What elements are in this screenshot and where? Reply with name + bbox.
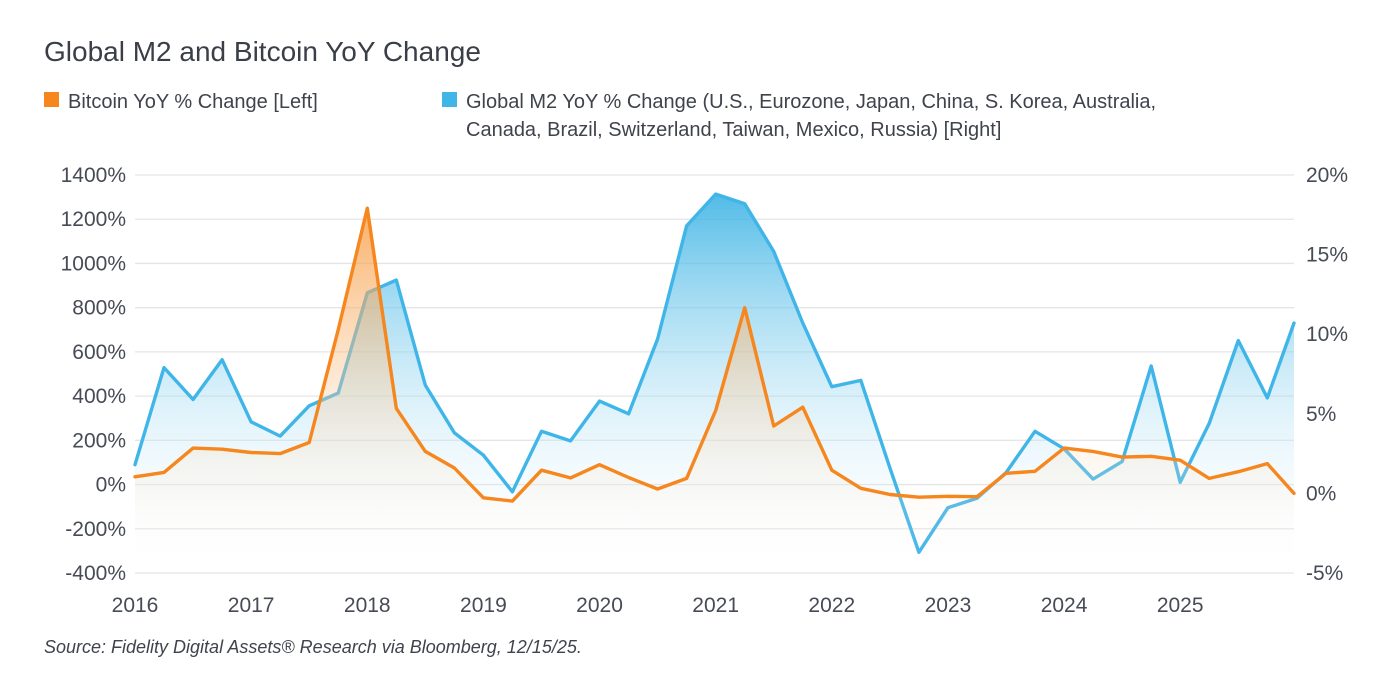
svg-text:1200%: 1200% <box>61 208 126 231</box>
svg-text:1000%: 1000% <box>61 252 126 275</box>
svg-text:20%: 20% <box>1306 164 1348 187</box>
svg-text:2023: 2023 <box>925 594 972 617</box>
svg-text:400%: 400% <box>72 385 126 408</box>
svg-text:15%: 15% <box>1306 244 1348 267</box>
bitcoin-series <box>133 206 1296 573</box>
svg-text:-200%: -200% <box>65 518 126 541</box>
svg-text:0%: 0% <box>96 474 126 497</box>
svg-text:2019: 2019 <box>460 594 507 617</box>
svg-text:600%: 600% <box>72 341 126 364</box>
svg-text:1400%: 1400% <box>61 164 126 187</box>
bitcoin-area <box>135 208 1294 573</box>
bitcoin-line <box>133 206 1296 503</box>
svg-text:2024: 2024 <box>1041 594 1088 617</box>
svg-text:5%: 5% <box>1306 403 1336 426</box>
m2-series-swatch-icon <box>442 92 457 107</box>
bitcoin-series-swatch-icon <box>44 92 59 107</box>
svg-text:2017: 2017 <box>228 594 275 617</box>
svg-text:2016: 2016 <box>112 594 159 617</box>
svg-text:800%: 800% <box>72 297 126 320</box>
legend-label-bitcoin: Bitcoin YoY % Change [Left] <box>68 91 318 113</box>
svg-text:2022: 2022 <box>808 594 855 617</box>
x-axis-labels: 2016 2017 2018 2019 2020 2021 2022 2023 2024 2025 <box>112 594 1204 617</box>
chart-title: Global M2 and Bitcoin YoY Change <box>44 36 481 67</box>
svg-text:200%: 200% <box>72 429 126 452</box>
legend-label-m2: Global M2 YoY % Change (U.S., Eurozone, … <box>466 91 1157 141</box>
left-axis-labels: 1400% 1200% 1000% 800% 600% 400% 200% 0% -200% -4… <box>61 164 126 585</box>
svg-text:2020: 2020 <box>576 594 623 617</box>
right-axis-labels: 20% 15% 10% 5% 0% -5% <box>1306 164 1348 585</box>
legend-item-bitcoin: Bitcoin YoY % Change [Left] <box>44 88 318 116</box>
svg-text:2018: 2018 <box>344 594 391 617</box>
source-attribution: Source: Fidelity Digital Assets® Researc… <box>44 637 582 657</box>
svg-text:2025: 2025 <box>1157 594 1204 617</box>
svg-text:0%: 0% <box>1306 482 1336 505</box>
svg-text:10%: 10% <box>1306 323 1348 346</box>
svg-text:2021: 2021 <box>692 594 739 617</box>
svg-text:-400%: -400% <box>65 562 126 585</box>
svg-text:-5%: -5% <box>1306 562 1343 585</box>
legend-item-m2: Global M2 YoY % Change (U.S., Eurozone, … <box>442 88 1202 144</box>
